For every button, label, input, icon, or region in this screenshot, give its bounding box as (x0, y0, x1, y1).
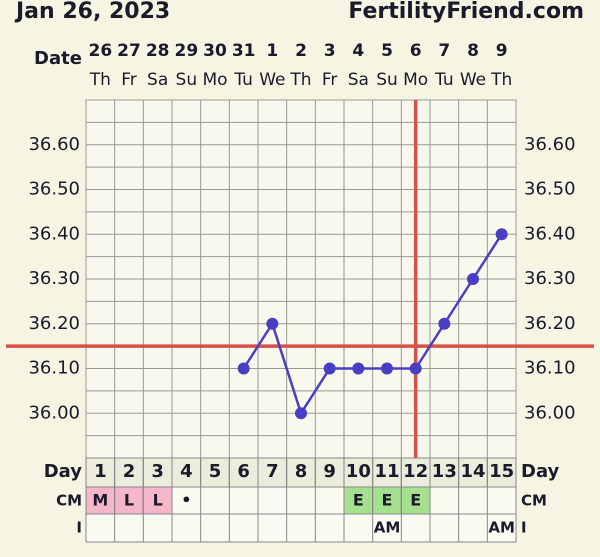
y-tick-label-right: 36.60 (524, 134, 576, 155)
y-tick-label: 36.30 (28, 268, 80, 289)
cm-value: E (382, 491, 393, 510)
temperature-point (266, 317, 279, 330)
temperature-point (323, 362, 336, 375)
date-label: 30 (203, 41, 227, 61)
date-label: 2 (295, 41, 307, 61)
cm-value: E (353, 491, 364, 510)
temperature-point (467, 273, 479, 285)
y-tick-label: 36.00 (28, 402, 80, 423)
day-number: 6 (237, 461, 250, 482)
weekday-label: Tu (434, 70, 454, 90)
weekday-label: We (259, 70, 285, 90)
day-number: 4 (180, 461, 193, 482)
day-number: 10 (346, 461, 371, 482)
intercourse-value: AM (374, 519, 401, 537)
y-tick-label-right: 36.10 (524, 358, 576, 379)
row-label-right: CM (521, 492, 547, 510)
y-tick-label-right: 36.20 (524, 313, 576, 334)
date-label: 27 (117, 41, 141, 61)
row-label: I (76, 519, 82, 537)
date-label: 1 (266, 41, 278, 61)
date-label: Date (34, 48, 82, 69)
weekday-label: Tu (233, 70, 253, 90)
day-number: 2 (123, 461, 136, 482)
date-label: 4 (352, 41, 364, 61)
date-label: 26 (88, 41, 112, 61)
weekday-label: Th (490, 70, 512, 90)
day-number: 13 (432, 461, 457, 482)
y-tick-label: 36.60 (28, 134, 80, 155)
weekday-label: Sa (348, 70, 369, 90)
y-tick-label: 36.20 (28, 313, 80, 334)
brand: FertilityFriend.com (348, 0, 584, 24)
intercourse-value: AM (488, 519, 515, 537)
date-label: 31 (232, 41, 256, 61)
temperature-point (438, 317, 451, 330)
y-tick-label: 36.50 (28, 179, 80, 200)
row-label-right: Day (521, 461, 560, 482)
temperature-point (495, 228, 508, 241)
temperature-point (409, 362, 422, 375)
y-tick-label: 36.40 (28, 223, 80, 244)
date-label: 9 (496, 41, 508, 61)
y-tick-label-right: 36.00 (524, 402, 576, 423)
cm-value: E (410, 491, 421, 510)
row-label: CM (56, 492, 82, 510)
date-label: 29 (174, 41, 198, 61)
weekday-label: Fr (121, 70, 137, 90)
cm-value: L (153, 491, 163, 510)
weekday-label: Su (376, 70, 398, 90)
row-label: Day (44, 461, 83, 482)
date-label: 3 (324, 41, 336, 61)
y-tick-label-right: 36.40 (524, 223, 576, 244)
y-tick-label: 36.10 (28, 358, 80, 379)
temperature-point (237, 362, 250, 375)
date-label: 6 (410, 41, 422, 61)
cm-value: L (124, 491, 134, 510)
day-number: 7 (266, 461, 279, 482)
day-number: 12 (403, 461, 428, 482)
weekday-label: Th (289, 70, 311, 90)
weekday-label: Su (176, 70, 198, 90)
date-label: 7 (438, 41, 450, 61)
day-cell (171, 457, 202, 488)
day-cell (400, 457, 431, 488)
day-cell (458, 457, 488, 488)
day-number: 1 (94, 461, 107, 482)
day-number: 15 (489, 461, 514, 482)
date-label: 5 (381, 41, 393, 61)
date-label: 28 (146, 41, 170, 61)
date-label: 8 (467, 41, 479, 61)
weekday-label: Sa (147, 70, 168, 90)
weekday-label: We (460, 70, 486, 90)
cm-value: • (181, 491, 191, 510)
weekday-label: Th (89, 70, 111, 90)
weekday-label: Mo (403, 70, 428, 90)
temperature-line (242, 233, 503, 417)
day-number: 9 (323, 461, 336, 482)
day-cell (257, 457, 288, 488)
row-label-right: I (521, 519, 527, 537)
day-number: 11 (374, 461, 399, 482)
cm-value: M (92, 491, 108, 510)
chart-title: Jan 26, 2023 (14, 0, 170, 24)
weekday-label: Fr (322, 70, 338, 90)
weekday-label: Mo (202, 70, 227, 90)
day-cell (343, 457, 374, 488)
day-number: 5 (209, 461, 222, 482)
day-cell (85, 457, 116, 488)
temperature-point (295, 407, 307, 420)
temperature-point (352, 362, 365, 375)
y-tick-label-right: 36.50 (524, 179, 576, 200)
day-number: 3 (151, 461, 164, 482)
day-number: 14 (460, 461, 485, 482)
temperature-point (381, 362, 393, 375)
day-number: 8 (295, 461, 308, 482)
y-tick-label-right: 36.30 (524, 268, 576, 289)
